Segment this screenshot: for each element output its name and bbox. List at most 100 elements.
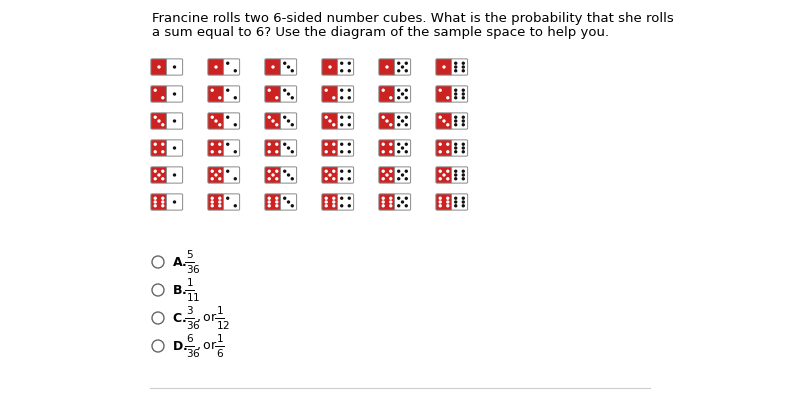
Circle shape	[287, 201, 290, 203]
Circle shape	[462, 97, 464, 99]
Circle shape	[446, 170, 449, 172]
Circle shape	[162, 201, 164, 203]
Circle shape	[226, 143, 229, 145]
Circle shape	[284, 197, 286, 199]
FancyBboxPatch shape	[208, 194, 224, 210]
Circle shape	[348, 178, 350, 180]
Circle shape	[402, 174, 403, 176]
Circle shape	[406, 197, 407, 199]
FancyBboxPatch shape	[394, 167, 410, 183]
Circle shape	[439, 170, 442, 172]
FancyBboxPatch shape	[338, 86, 354, 102]
Circle shape	[348, 151, 350, 153]
Circle shape	[234, 205, 236, 207]
FancyBboxPatch shape	[280, 86, 297, 102]
Circle shape	[226, 62, 229, 64]
Circle shape	[398, 197, 400, 199]
Text: $12$: $12$	[216, 319, 230, 331]
FancyBboxPatch shape	[223, 140, 240, 156]
Circle shape	[406, 143, 407, 145]
Circle shape	[454, 174, 457, 176]
FancyBboxPatch shape	[265, 86, 281, 102]
Circle shape	[386, 174, 388, 176]
Circle shape	[390, 178, 392, 180]
Circle shape	[454, 97, 457, 99]
Circle shape	[219, 197, 221, 199]
Circle shape	[287, 147, 290, 149]
Circle shape	[272, 66, 274, 68]
FancyBboxPatch shape	[166, 113, 182, 129]
Circle shape	[162, 178, 164, 180]
Circle shape	[154, 143, 156, 145]
Circle shape	[154, 116, 156, 118]
Circle shape	[390, 170, 392, 172]
FancyBboxPatch shape	[280, 113, 297, 129]
Circle shape	[348, 70, 350, 72]
Circle shape	[219, 201, 221, 203]
Circle shape	[398, 70, 400, 72]
Circle shape	[462, 120, 464, 122]
Circle shape	[219, 124, 221, 126]
Circle shape	[454, 178, 457, 180]
Text: $\mathbf{C.}$: $\mathbf{C.}$	[172, 312, 186, 325]
Circle shape	[443, 66, 445, 68]
Circle shape	[382, 178, 384, 180]
Circle shape	[326, 205, 327, 207]
Circle shape	[211, 151, 213, 153]
FancyBboxPatch shape	[322, 167, 338, 183]
Circle shape	[454, 147, 457, 149]
Circle shape	[446, 201, 449, 203]
FancyBboxPatch shape	[151, 194, 167, 210]
Circle shape	[219, 151, 221, 153]
Circle shape	[406, 116, 407, 118]
FancyBboxPatch shape	[280, 167, 297, 183]
Circle shape	[348, 116, 350, 118]
Circle shape	[446, 151, 449, 153]
FancyBboxPatch shape	[151, 86, 167, 102]
FancyBboxPatch shape	[280, 140, 297, 156]
Circle shape	[158, 174, 160, 176]
FancyBboxPatch shape	[451, 140, 468, 156]
Circle shape	[162, 197, 164, 199]
Circle shape	[402, 147, 403, 149]
Circle shape	[276, 151, 278, 153]
Circle shape	[454, 93, 457, 95]
FancyBboxPatch shape	[436, 167, 452, 183]
Circle shape	[348, 205, 350, 207]
FancyBboxPatch shape	[338, 59, 354, 75]
Circle shape	[234, 124, 236, 126]
Circle shape	[398, 143, 400, 145]
Circle shape	[454, 116, 457, 118]
FancyBboxPatch shape	[322, 194, 338, 210]
Circle shape	[398, 170, 400, 172]
FancyBboxPatch shape	[451, 167, 468, 183]
Circle shape	[462, 205, 464, 207]
Circle shape	[284, 116, 286, 118]
Circle shape	[341, 97, 342, 99]
Circle shape	[454, 62, 457, 64]
Circle shape	[341, 89, 342, 91]
Circle shape	[454, 205, 457, 207]
Text: $36$: $36$	[186, 319, 201, 331]
Circle shape	[287, 120, 290, 122]
FancyBboxPatch shape	[208, 140, 224, 156]
Circle shape	[348, 62, 350, 64]
FancyBboxPatch shape	[338, 167, 354, 183]
Circle shape	[211, 178, 213, 180]
FancyBboxPatch shape	[223, 113, 240, 129]
Circle shape	[382, 205, 384, 207]
Circle shape	[439, 89, 442, 91]
Circle shape	[174, 174, 175, 176]
Circle shape	[446, 124, 449, 126]
Circle shape	[276, 170, 278, 172]
Circle shape	[454, 201, 457, 203]
Circle shape	[276, 124, 278, 126]
Circle shape	[341, 197, 342, 199]
Circle shape	[446, 197, 449, 199]
Circle shape	[439, 197, 442, 199]
Circle shape	[226, 89, 229, 91]
Circle shape	[291, 178, 294, 180]
Text: $, \text{or}$: $, \text{or}$	[196, 312, 218, 325]
Circle shape	[390, 124, 392, 126]
Circle shape	[398, 151, 400, 153]
